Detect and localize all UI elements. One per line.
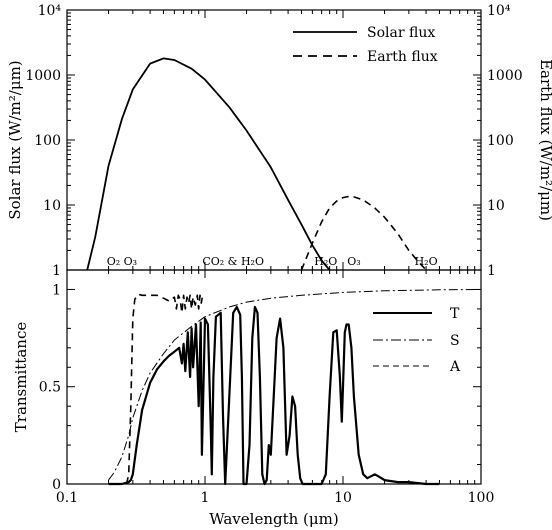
series-line-solar-flux	[86, 57, 331, 271]
top-y-tick-label: 1	[52, 263, 61, 279]
legend-label-s: S	[450, 333, 460, 349]
top-y-axis-label: Solar flux (W/m²/μm)	[6, 60, 24, 219]
bottom-y-axis-label: Transmittance	[12, 322, 30, 433]
top-y-tick-label-right: 10⁴	[487, 3, 511, 19]
top-y-tick-label: 10	[43, 198, 61, 214]
top-y-axis-label-right: Earth flux (W/m²/μm)	[537, 59, 552, 221]
absorber-label: H₂O	[415, 255, 438, 268]
top-legend: Solar flux Earth flux	[293, 25, 438, 65]
legend-label-earth-flux: Earth flux	[367, 49, 438, 65]
absorber-label: O₂ O₃	[107, 255, 137, 268]
bottom-series	[108, 289, 482, 486]
top-y-tick-label: 10⁴	[38, 3, 62, 19]
top-y-tick-label: 1000	[25, 68, 61, 84]
bottom-x-ticks: 0.1 1 10 100	[56, 270, 495, 506]
x-tick-label: 10	[334, 490, 352, 506]
absorber-labels: O₂ O₃ CO₂ & H₂O H₂O O₃ H₂O	[107, 255, 438, 268]
legend-label-t: T	[450, 306, 460, 322]
bottom-panel: 0.1 1 10 100 00.51 O₂ O₃ CO₂ & H₂O H₂O O₃ H₂O W…	[12, 255, 494, 528]
x-tick-label: 0.1	[56, 490, 78, 506]
bottom-plot-frame	[66, 269, 482, 485]
bottom-y-tick-label: 0.5	[39, 380, 61, 396]
bottom-y-tick-label: 0	[52, 477, 61, 493]
top-y-tick-label-right: 1	[487, 263, 496, 279]
series-line-a	[125, 293, 205, 485]
x-tick-label: 100	[468, 490, 495, 506]
x-tick-label: 1	[201, 490, 210, 506]
top-y-tick-label-right: 10	[487, 198, 505, 214]
top-x-ticks	[66, 10, 476, 270]
top-panel: 1 1 10 10 100 100 1000 1000 10⁴ 10⁴ Solar flux (W…	[6, 3, 552, 279]
absorber-label: H₂O	[314, 255, 337, 268]
top-y-ticks: 1 1 10 10 100 100 1000 1000 10⁴ 10⁴	[25, 3, 522, 279]
top-y-tick-label: 100	[34, 133, 61, 149]
legend-label-a: A	[449, 359, 461, 375]
bottom-legend: T S A	[373, 306, 461, 375]
series-line-t	[108, 305, 440, 486]
top-series	[86, 57, 427, 271]
legend-label-solar-flux: Solar flux	[367, 25, 435, 41]
series-line-earth-flux	[300, 195, 427, 271]
absorber-label: CO₂ & H₂O	[202, 255, 264, 268]
bottom-y-tick-label: 1	[52, 282, 61, 298]
absorber-label: O₃	[347, 255, 360, 268]
bottom-y-ticks: 00.51	[39, 269, 481, 493]
top-y-tick-label-right: 1000	[487, 68, 523, 84]
bottom-x-axis-label: Wavelength (μm)	[209, 510, 338, 528]
series-line-s	[108, 289, 482, 481]
top-y-tick-label-right: 100	[487, 133, 514, 149]
